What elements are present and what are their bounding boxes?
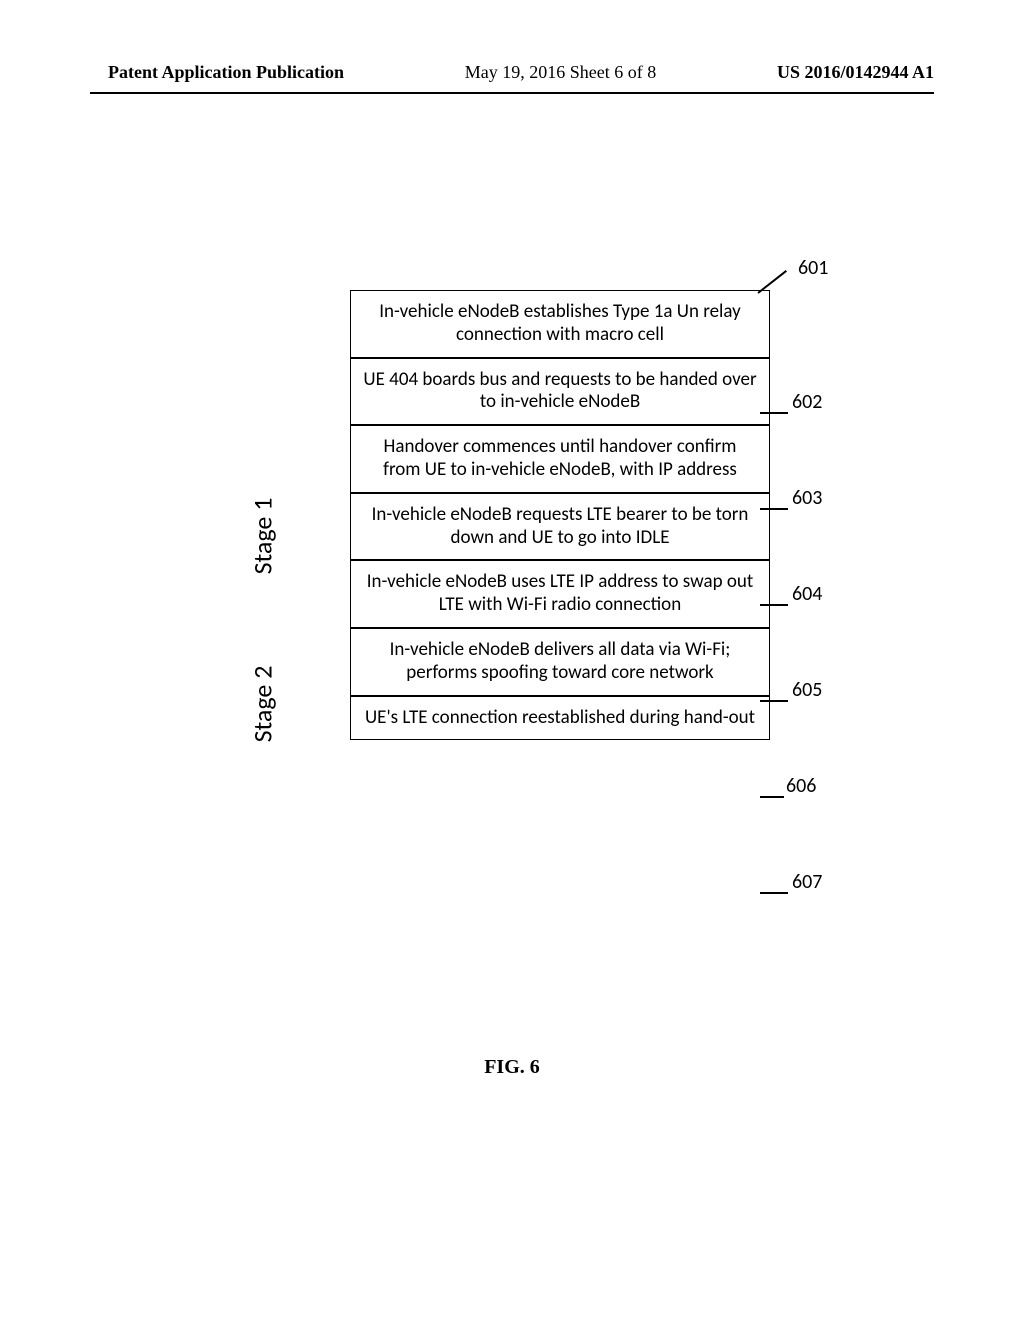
header-center: May 19, 2016 Sheet 6 of 8 [465,62,656,83]
callout-604: 604 [792,582,822,606]
page-header: Patent Application Publication May 19, 2… [0,62,1024,83]
callout-line-607 [760,892,788,894]
stage-2-label: Stage 2 [246,666,278,743]
callout-603: 603 [792,486,822,510]
callout-607: 607 [792,870,822,894]
figure-label: FIG. 6 [0,1056,1024,1079]
figure-content: Stage 1 Stage 2 In-vehicle eNodeB establ… [0,290,1024,1050]
callout-601: 601 [798,256,828,280]
box-606: In-vehicle eNodeB delivers all data via … [350,628,770,696]
callout-line-602 [760,412,788,414]
box-604: In-vehicle eNodeB requests LTE bearer to… [350,493,770,561]
flowchart: In-vehicle eNodeB establishes Type 1a Un… [340,290,780,740]
callout-602: 602 [792,390,822,414]
callout-606: 606 [786,774,816,798]
callout-line-604 [760,604,788,606]
box-602: UE 404 boards bus and requests to be han… [350,358,770,426]
callout-line-605 [760,700,788,702]
callout-line-603 [760,508,788,510]
box-603: Handover commences until handover confir… [350,425,770,493]
callout-line-606 [760,796,784,798]
box-607: UE's LTE connection reestablished during… [350,696,770,741]
box-601: In-vehicle eNodeB establishes Type 1a Un… [350,290,770,358]
callout-605: 605 [792,678,822,702]
header-rule [90,92,934,94]
stage-1-label: Stage 1 [246,498,278,575]
page: Patent Application Publication May 19, 2… [0,0,1024,1320]
header-left: Patent Application Publication [108,62,344,83]
header-right: US 2016/0142944 A1 [777,62,934,83]
box-605: In-vehicle eNodeB uses LTE IP address to… [350,560,770,628]
